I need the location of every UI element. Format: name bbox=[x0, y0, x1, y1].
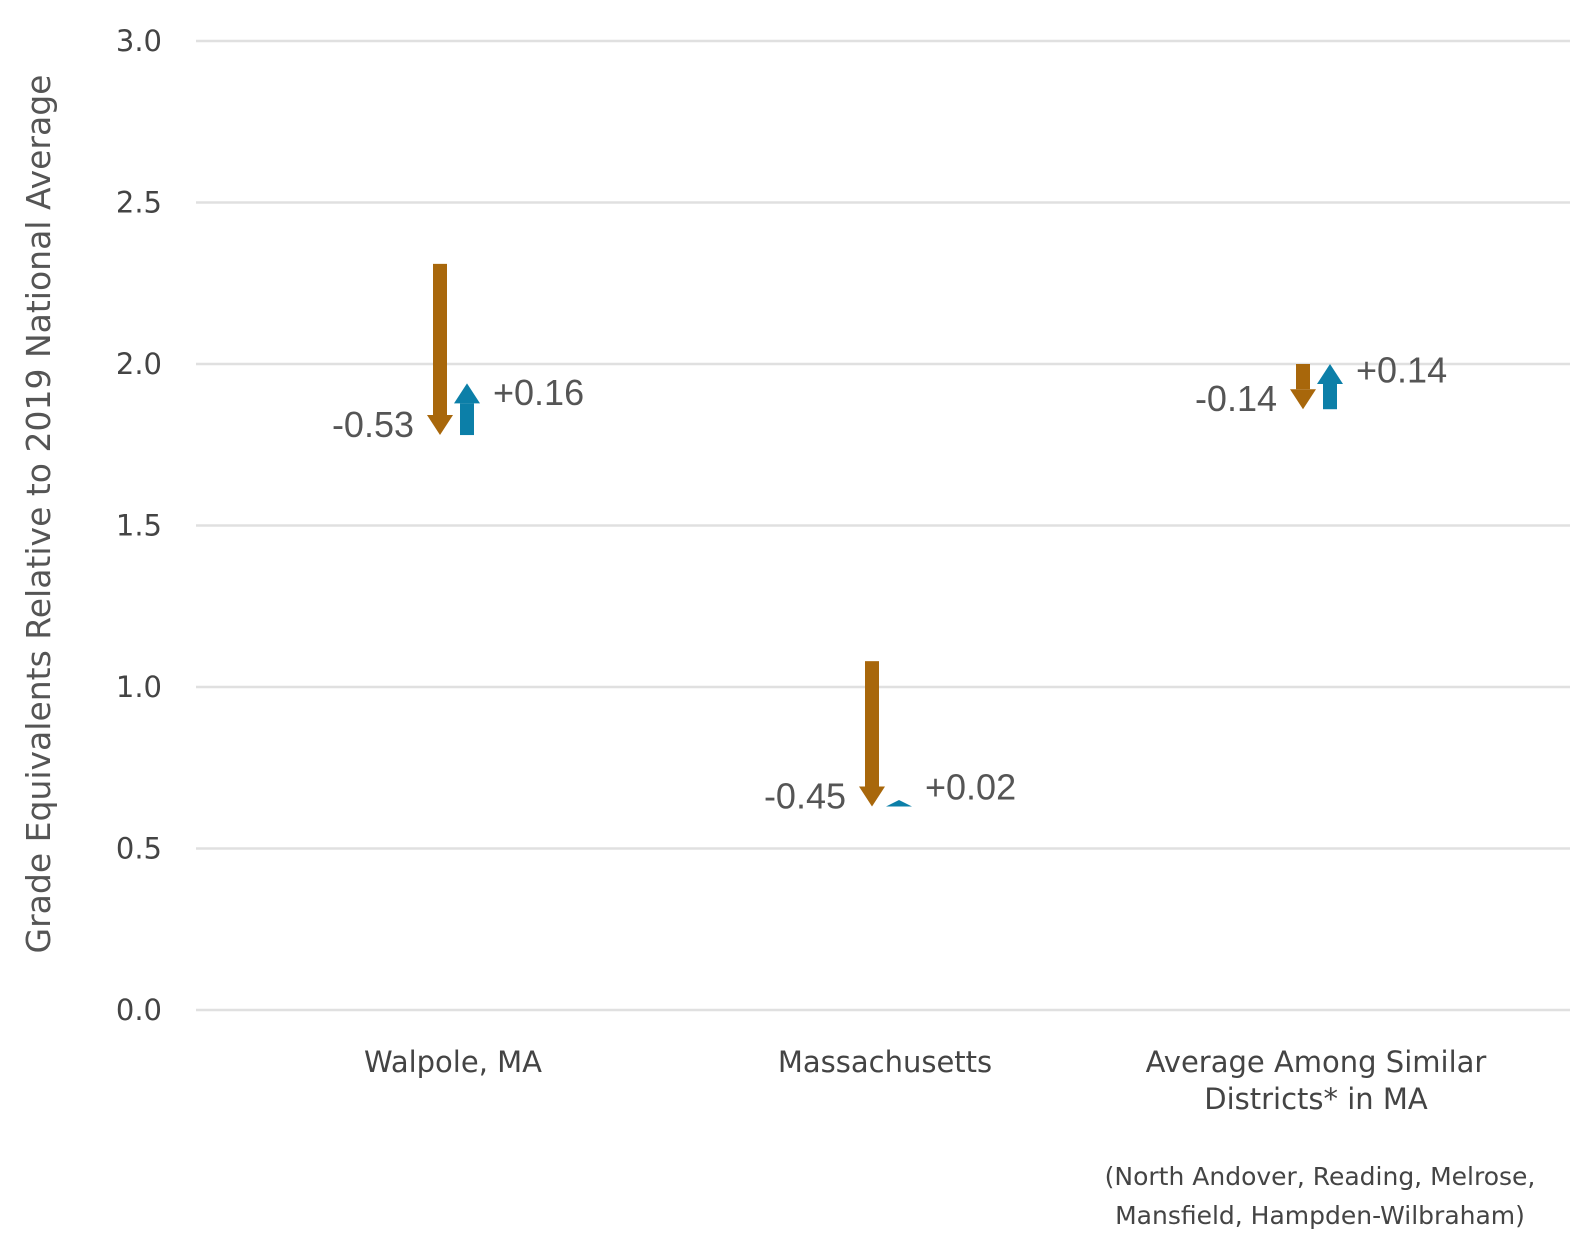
recovery-label: +0.02 bbox=[925, 766, 1016, 807]
y-axis-ticks: 0.0 0.5 1.0 1.5 2.0 2.5 3.0 bbox=[116, 24, 162, 1027]
category-label: Walpole, MA bbox=[364, 1045, 542, 1079]
decline-arrow-shaft bbox=[1296, 364, 1310, 390]
decline-arrow bbox=[427, 263, 453, 436]
y-tick-label: 1.0 bbox=[116, 670, 162, 704]
recovery-arrow-head bbox=[454, 383, 480, 404]
decline-arrow-shaft bbox=[865, 661, 879, 787]
y-tick-label: 2.0 bbox=[116, 347, 162, 381]
y-tick-label: 1.5 bbox=[116, 509, 162, 543]
decline-label: -0.14 bbox=[1195, 378, 1277, 419]
y-tick-label: 0.0 bbox=[116, 993, 162, 1027]
category-group-2: -0.45 +0.02 bbox=[764, 661, 1016, 817]
recovery-arrow bbox=[886, 800, 912, 807]
decline-arrow-shaft bbox=[433, 263, 447, 416]
recovery-arrow-shaft bbox=[460, 403, 474, 436]
decline-arrow-head bbox=[1290, 389, 1316, 410]
decline-arrow bbox=[859, 661, 885, 807]
recovery-arrow-shaft bbox=[1323, 384, 1337, 410]
y-tick-label: 3.0 bbox=[116, 24, 162, 58]
footnote-line-1: (North Andover, Reading, Melrose, bbox=[1105, 1162, 1536, 1191]
recovery-arrow bbox=[454, 383, 480, 436]
arrow-marks: -0.53 +0.16 -0.45 +0.02 -0.14 +0.14 bbox=[332, 263, 1447, 817]
decline-arrow-head bbox=[859, 786, 885, 807]
gridlines bbox=[196, 39, 1570, 1012]
recovery-label: +0.14 bbox=[1356, 350, 1447, 391]
decline-arrow bbox=[1290, 364, 1316, 410]
footnote-line-2: Mansfield, Hampden-Wilbraham) bbox=[1115, 1201, 1525, 1230]
y-tick-label: 2.5 bbox=[116, 186, 162, 220]
recovery-arrow-head bbox=[1317, 364, 1343, 384]
category-label: Average Among Similar bbox=[1146, 1045, 1487, 1079]
recovery-arrow bbox=[1317, 364, 1343, 410]
category-label: Massachusetts bbox=[778, 1045, 992, 1079]
decline-label: -0.53 bbox=[332, 404, 414, 445]
recovery-arrow-head bbox=[886, 800, 912, 807]
y-axis-title: Grade Equivalents Relative to 2019 Natio… bbox=[19, 75, 58, 954]
y-tick-label: 0.5 bbox=[116, 832, 162, 866]
category-group-1: -0.53 +0.16 bbox=[332, 263, 584, 445]
recovery-label: +0.16 bbox=[493, 372, 584, 413]
category-group-3: -0.14 +0.14 bbox=[1195, 350, 1447, 420]
category-label: Districts* in MA bbox=[1204, 1082, 1428, 1116]
decline-label: -0.45 bbox=[764, 776, 846, 817]
category-labels: Walpole, MA Massachusetts Average Among Si… bbox=[364, 1045, 1486, 1116]
decline-arrow-head bbox=[427, 415, 453, 436]
